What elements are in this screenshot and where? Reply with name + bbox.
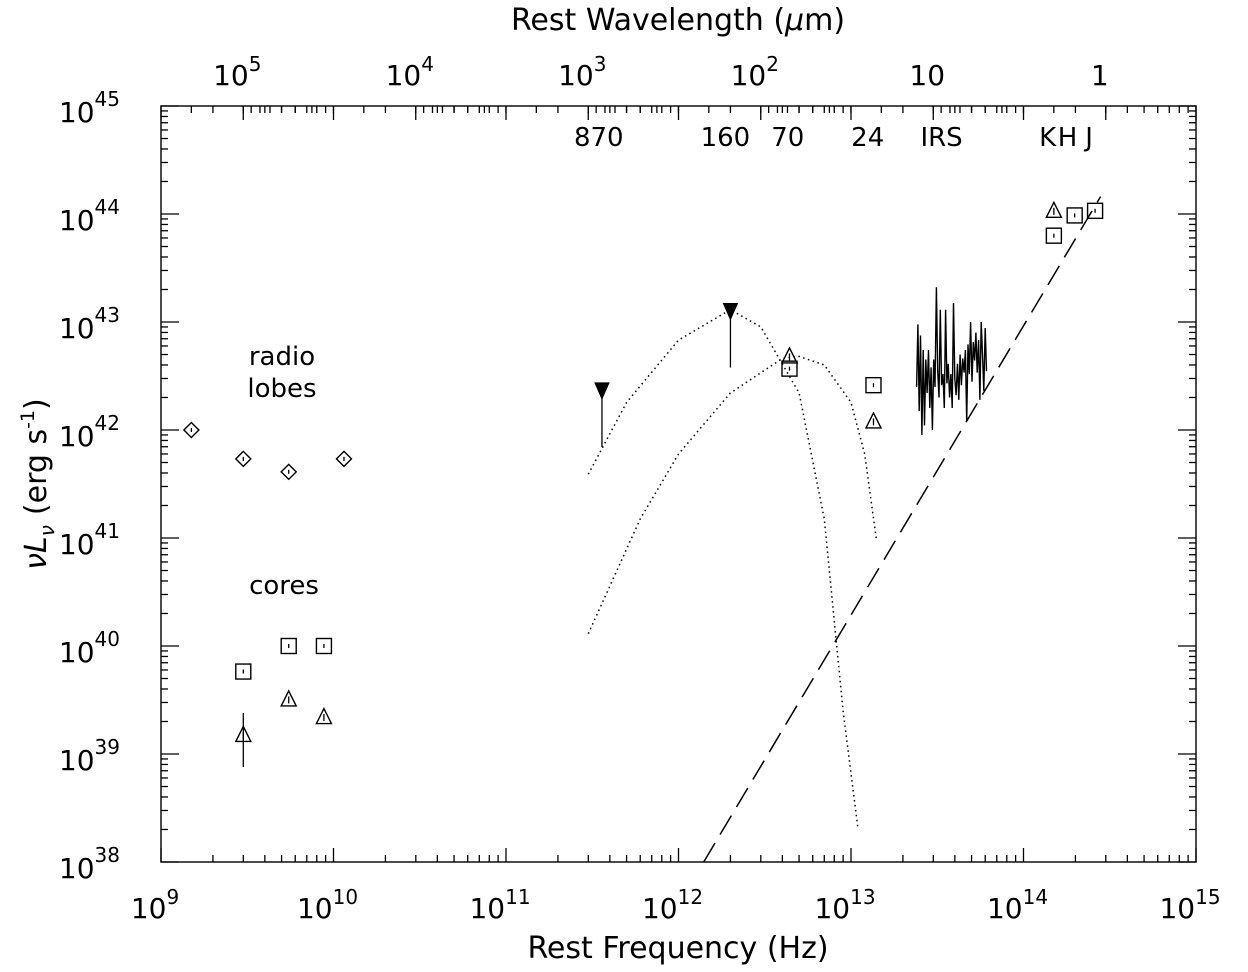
radio-lobe-point — [234, 450, 252, 468]
top-tick-label: 102 — [731, 52, 779, 92]
triangle-point — [280, 689, 298, 707]
axis-ticks — [160, 105, 1197, 863]
triangle-point — [315, 706, 333, 725]
square-point — [1066, 207, 1083, 224]
band-label: IRS — [920, 123, 962, 153]
upper-limit-marker — [594, 382, 610, 401]
band-label: K — [1039, 123, 1057, 153]
band-label: H — [1058, 123, 1078, 153]
band-label: 160 — [701, 123, 751, 153]
square-point — [865, 376, 882, 394]
y-tick-label: 1044 — [59, 195, 120, 237]
power-law-model-line — [703, 196, 1102, 863]
y-tick-label: 1039 — [59, 735, 120, 777]
annotation-lobes: lobes — [247, 374, 316, 404]
model-curves — [587, 196, 1102, 863]
radio-lobe-point — [182, 421, 200, 439]
x-axis-title: Rest Frequency (Hz) — [527, 931, 828, 966]
top-x-axis-title: Rest Wavelength (μm) — [511, 3, 845, 38]
irs-spectrum-group — [915, 287, 988, 435]
y-tick-label: 1045 — [59, 87, 120, 129]
dust-model-curve — [587, 308, 859, 830]
x-tick-label: 1012 — [642, 885, 703, 925]
top-tick-label: 1 — [1091, 59, 1109, 92]
square-point — [1086, 202, 1104, 220]
y-tick-label: 1041 — [59, 519, 120, 561]
upper-limit-marker — [722, 303, 739, 321]
plot-frame — [160, 105, 1197, 863]
x-tick-label: 1015 — [1159, 885, 1220, 925]
band-label: 24 — [851, 123, 884, 153]
triangle-point — [864, 411, 883, 429]
annotation-radio: radio — [249, 342, 315, 372]
dust-model-curve — [587, 355, 877, 635]
radio-lobe-point — [280, 463, 298, 481]
triangle-point — [780, 346, 799, 364]
y-tick-label: 1040 — [59, 627, 120, 669]
band-label: 870 — [574, 123, 624, 153]
y-tick-label: 1042 — [59, 411, 120, 453]
x-tick-label: 109 — [131, 885, 179, 925]
y-tick-label: 1038 — [59, 843, 120, 885]
axis-labels: Rest Wavelength (μm) Rest Frequency (Hz)… — [17, 3, 1221, 966]
square-point — [280, 637, 297, 655]
square-point — [781, 360, 798, 377]
square-point — [1045, 227, 1063, 244]
square-point — [235, 663, 252, 680]
annotation-cores: cores — [249, 571, 319, 601]
irs-spectrum — [915, 287, 988, 435]
top-tick-label: 103 — [558, 52, 606, 92]
band-label: 70 — [771, 123, 804, 153]
top-tick-label: 105 — [213, 52, 261, 92]
x-tick-label: 1013 — [814, 885, 875, 925]
band-label: J — [1083, 123, 1093, 153]
y-tick-label: 1043 — [59, 303, 120, 345]
x-tick-label: 1014 — [987, 885, 1048, 925]
y-axis-title: νLν(erg s-1) — [17, 398, 59, 570]
x-tick-label: 1011 — [469, 885, 530, 925]
top-tick-label: 104 — [386, 52, 434, 92]
data-points — [182, 200, 1104, 767]
triangle-point — [1045, 200, 1063, 219]
radio-lobe-point — [335, 450, 353, 468]
x-tick-label: 1010 — [297, 885, 358, 925]
square-point — [315, 637, 333, 655]
top-tick-label: 10 — [909, 59, 945, 92]
